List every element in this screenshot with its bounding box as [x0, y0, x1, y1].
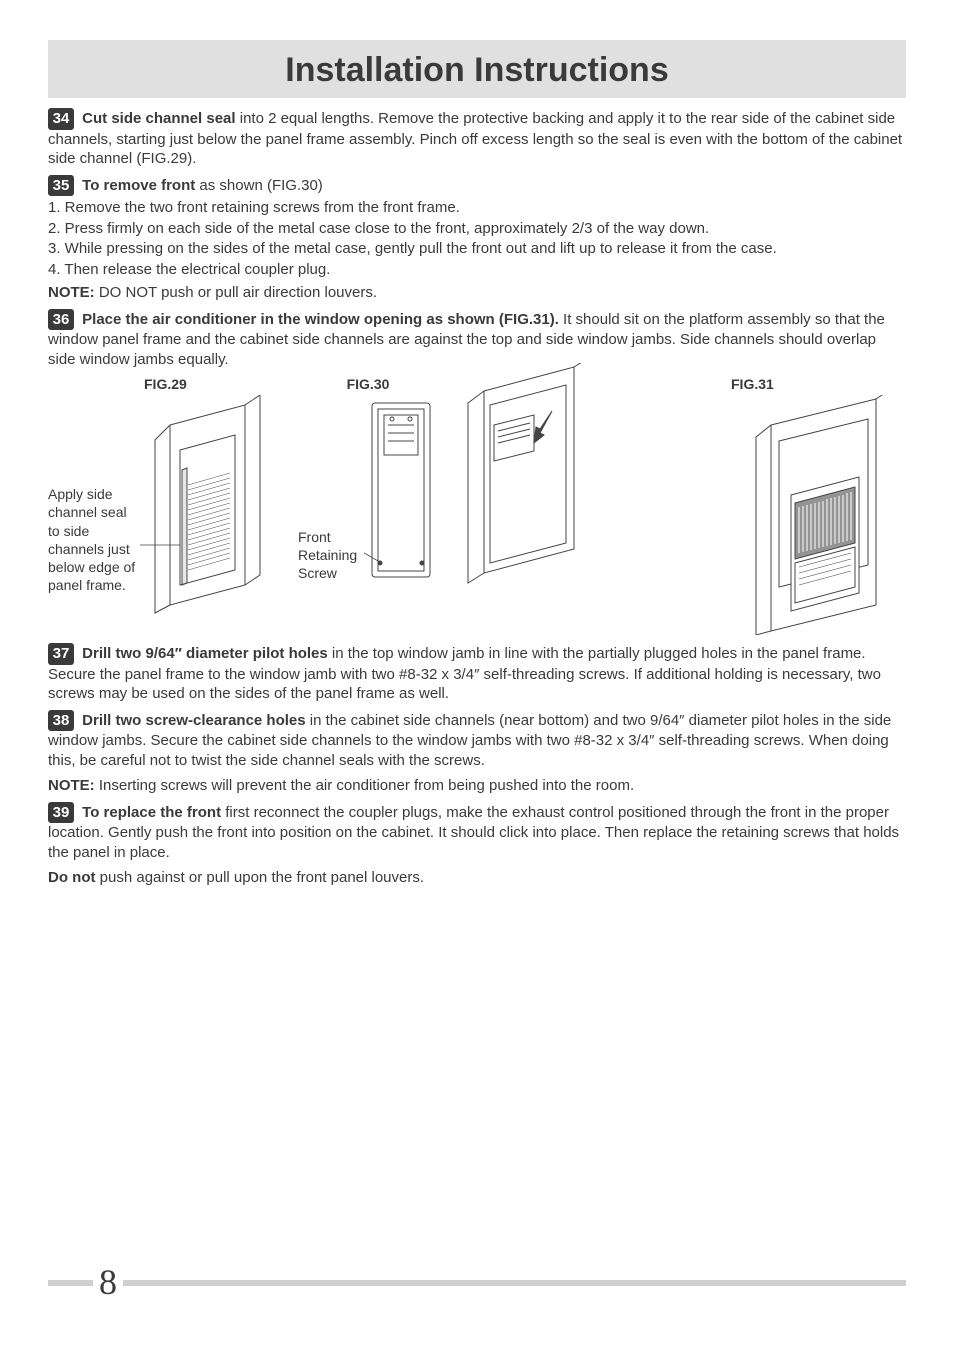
note-lead: NOTE:: [48, 284, 95, 301]
fig31-label: FIG.31: [731, 375, 774, 393]
step-34-lead: Cut side channel seal: [82, 110, 235, 127]
fig30-wrap: FIG.30 Front Retaining Screw: [298, 375, 604, 593]
list-item: 1. Remove the two front retaining screws…: [48, 198, 906, 218]
note-body: Inserting screws will prevent the air co…: [95, 777, 634, 794]
page-number: 8: [99, 1259, 117, 1306]
step-35-lead: To remove front: [82, 177, 195, 194]
step-num-badge: 39: [48, 802, 74, 824]
fig29-diagram: [140, 395, 290, 615]
list-item: 4. Then release the electrical coupler p…: [48, 260, 906, 280]
step-39-tail: Do not push against or pull upon the fro…: [48, 868, 906, 888]
list-item: 3. While pressing on the sides of the me…: [48, 239, 906, 259]
step-37-lead: Drill two 9/64″ diameter pilot holes: [82, 645, 328, 662]
page-footer: 8: [48, 1259, 906, 1306]
fig31-diagram: [731, 395, 906, 635]
step-35-list: 1. Remove the two front retaining screws…: [48, 198, 906, 279]
fig29-wrap: Apply side channel seal to side channels…: [48, 375, 290, 615]
fig30-diagram-a: [364, 395, 438, 585]
step-num-badge: 38: [48, 710, 74, 732]
fig30-diagram-b: [444, 363, 604, 593]
page-title: Installation Instructions: [48, 48, 906, 92]
step-39: 39 To replace the front first reconnect …: [48, 802, 906, 863]
figure-row: Apply side channel seal to side channels…: [48, 375, 906, 635]
footer-bar-right: [123, 1280, 906, 1286]
fig29-caption: Apply side channel seal to side channels…: [48, 485, 138, 594]
list-item: 2. Press firmly on each side of the meta…: [48, 219, 906, 239]
step-35-body: as shown (FIG.30): [195, 177, 323, 194]
step-36: 36 Place the air conditioner in the wind…: [48, 309, 906, 370]
fig30-callout-side: Front Retaining Screw: [298, 528, 360, 583]
step-35: 35 To remove front as shown (FIG.30): [48, 175, 906, 197]
footer-bar-left: [48, 1280, 93, 1286]
step-num-badge: 37: [48, 643, 74, 665]
step-36-lead: Place the air conditioner in the window …: [82, 311, 559, 328]
step-num-badge: 36: [48, 309, 74, 331]
fig29: FIG.29: [140, 375, 290, 615]
step-35-note: NOTE: DO NOT push or pull air direction …: [48, 283, 906, 303]
tail-body: push against or pull upon the front pane…: [95, 869, 424, 886]
fig30-label: FIG.30: [347, 375, 390, 393]
step-37: 37 Drill two 9/64″ diameter pilot holes …: [48, 643, 906, 704]
step-38-note: NOTE: Inserting screws will prevent the …: [48, 776, 906, 796]
step-39-lead: To replace the front: [82, 804, 221, 821]
step-num-badge: 35: [48, 175, 74, 197]
fig30: FIG.30 Front Retaining Screw: [298, 375, 438, 585]
step-num-badge: 34: [48, 108, 74, 130]
note-lead: NOTE:: [48, 777, 95, 794]
step-38-lead: Drill two screw-clearance holes: [82, 712, 305, 729]
fig31: FIG.31: [731, 375, 906, 635]
title-band: Installation Instructions: [48, 40, 906, 98]
step-38: 38 Drill two screw-clearance holes in th…: [48, 710, 906, 771]
fig29-label: FIG.29: [144, 375, 187, 393]
tail-lead: Do not: [48, 869, 95, 886]
note-body: DO NOT push or pull air direction louver…: [95, 284, 377, 301]
page: Installation Instructions 34 Cut side ch…: [0, 0, 954, 1350]
fig30-callout: Front Retaining Screw: [298, 528, 360, 583]
step-34: 34 Cut side channel seal into 2 equal le…: [48, 108, 906, 169]
